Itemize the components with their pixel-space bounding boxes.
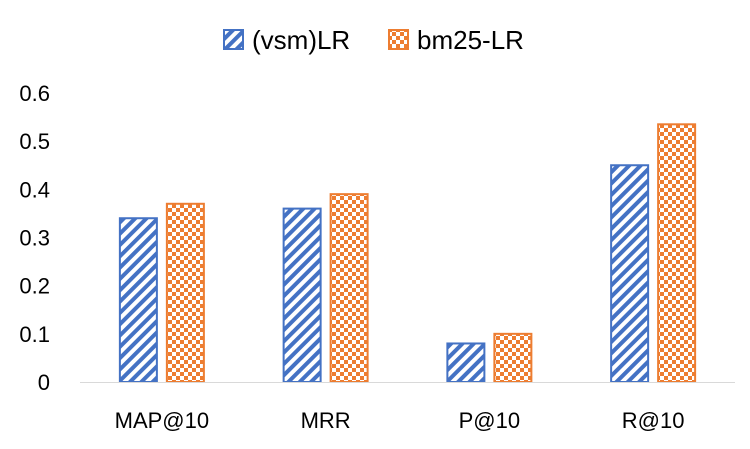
bar-vsm-lr-map-at-10 [118, 217, 158, 383]
legend-label-bm25-lr: bm25-LR [417, 25, 524, 55]
bar-vsm-lr-r-at-10 [610, 164, 650, 383]
y-axis: 0 0.1 0.2 0.3 0.4 0.5 0.6 [19, 81, 50, 395]
bars [118, 123, 697, 384]
legend: (vsm)LR bm25-LR [223, 25, 524, 55]
x-tick-label: P@10 [459, 408, 520, 433]
legend-swatch-vsm-lr [223, 29, 244, 50]
y-tick-label: 0.4 [19, 177, 50, 202]
legend-swatch-bm25-lr [388, 29, 409, 50]
x-tick-label: MRR [301, 408, 351, 433]
y-tick-label: 0.2 [19, 274, 50, 299]
y-tick-label: 0.6 [19, 81, 50, 106]
bar-bm25-lr-mrr [329, 193, 369, 383]
y-tick-label: 0.3 [19, 226, 50, 251]
y-tick-label: 0.5 [19, 129, 50, 154]
bar-vsm-lr-mrr [282, 207, 322, 383]
bar-vsm-lr-p-at-10 [446, 342, 486, 384]
x-tick-label: MAP@10 [115, 408, 209, 433]
y-tick-label: 0.1 [19, 322, 50, 347]
bar-bm25-lr-p-at-10 [493, 332, 533, 384]
x-axis: MAP@10 MRR P@10 R@10 [115, 408, 685, 433]
bar-bm25-lr-r-at-10 [657, 123, 697, 384]
legend-label-vsm-lr: (vsm)LR [252, 25, 350, 55]
bar-bm25-lr-map-at-10 [165, 202, 205, 383]
x-tick-label: R@10 [622, 408, 685, 433]
y-tick-label: 0 [38, 370, 50, 395]
